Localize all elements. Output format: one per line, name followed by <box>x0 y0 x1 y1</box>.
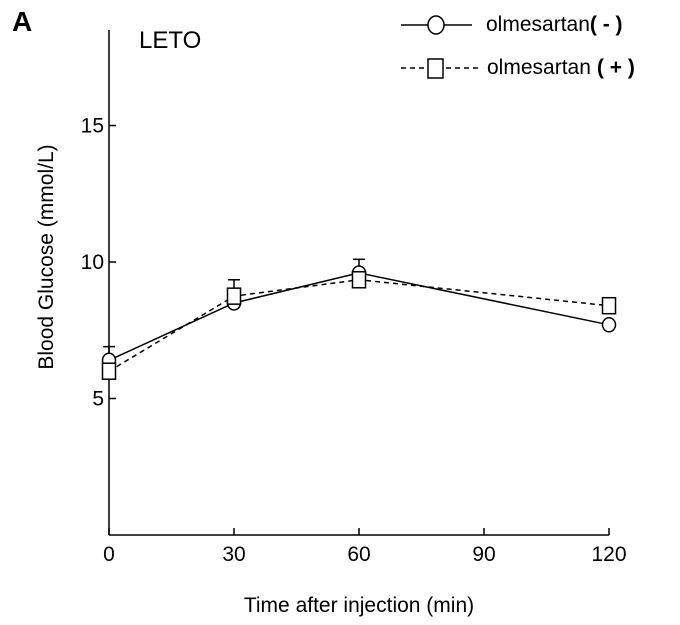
data-point-square <box>351 271 367 289</box>
legend-circle-marker <box>427 15 445 35</box>
legend-label-olmesartan-minus: olmesartan( - ) <box>486 13 623 36</box>
data-point-square <box>601 296 617 315</box>
y-tick-label: 10 <box>81 251 104 274</box>
legend-name-2: olmesartan <box>487 56 591 79</box>
chart-subtitle: LETO <box>139 27 201 54</box>
legend-label-olmesartan-plus: olmesartan ( + ) <box>487 56 635 79</box>
x-ticks: 0 30 60 90 120 <box>103 528 627 566</box>
legend: olmesartan( - ) olmesartan( + ) <box>401 13 635 79</box>
legend-suffix-2: ( + ) <box>597 56 635 79</box>
panel-label: A <box>12 6 32 37</box>
x-axis-label: Time after injection (min) <box>244 594 474 617</box>
x-tick-label: 90 <box>472 543 495 566</box>
legend-entry-olmesartan-minus: olmesartan( - ) <box>401 13 623 36</box>
y-tick-label: 15 <box>81 115 104 138</box>
y-tick-label: 5 <box>92 388 104 411</box>
legend-square-marker <box>427 58 444 79</box>
series-square <box>101 271 617 380</box>
plot-area <box>101 258 617 380</box>
legend-suffix-1: ( - ) <box>590 13 623 36</box>
y-ticks: 5 10 15 <box>81 115 116 411</box>
legend-name-1: olmesartan <box>486 13 590 36</box>
data-point-circle <box>601 317 617 333</box>
series-line-dashed <box>108 279 610 372</box>
x-tick-label: 60 <box>347 543 370 566</box>
x-tick-label: 0 <box>103 543 115 566</box>
y-axis-label: Blood Glucose (mmol/L) <box>35 144 58 369</box>
x-tick-label: 30 <box>222 543 245 566</box>
legend-entry-olmesartan-plus: olmesartan ( + ) <box>401 56 635 79</box>
data-point-square <box>101 362 117 380</box>
x-tick-label: 120 <box>591 543 626 566</box>
data-point-square <box>226 287 242 305</box>
